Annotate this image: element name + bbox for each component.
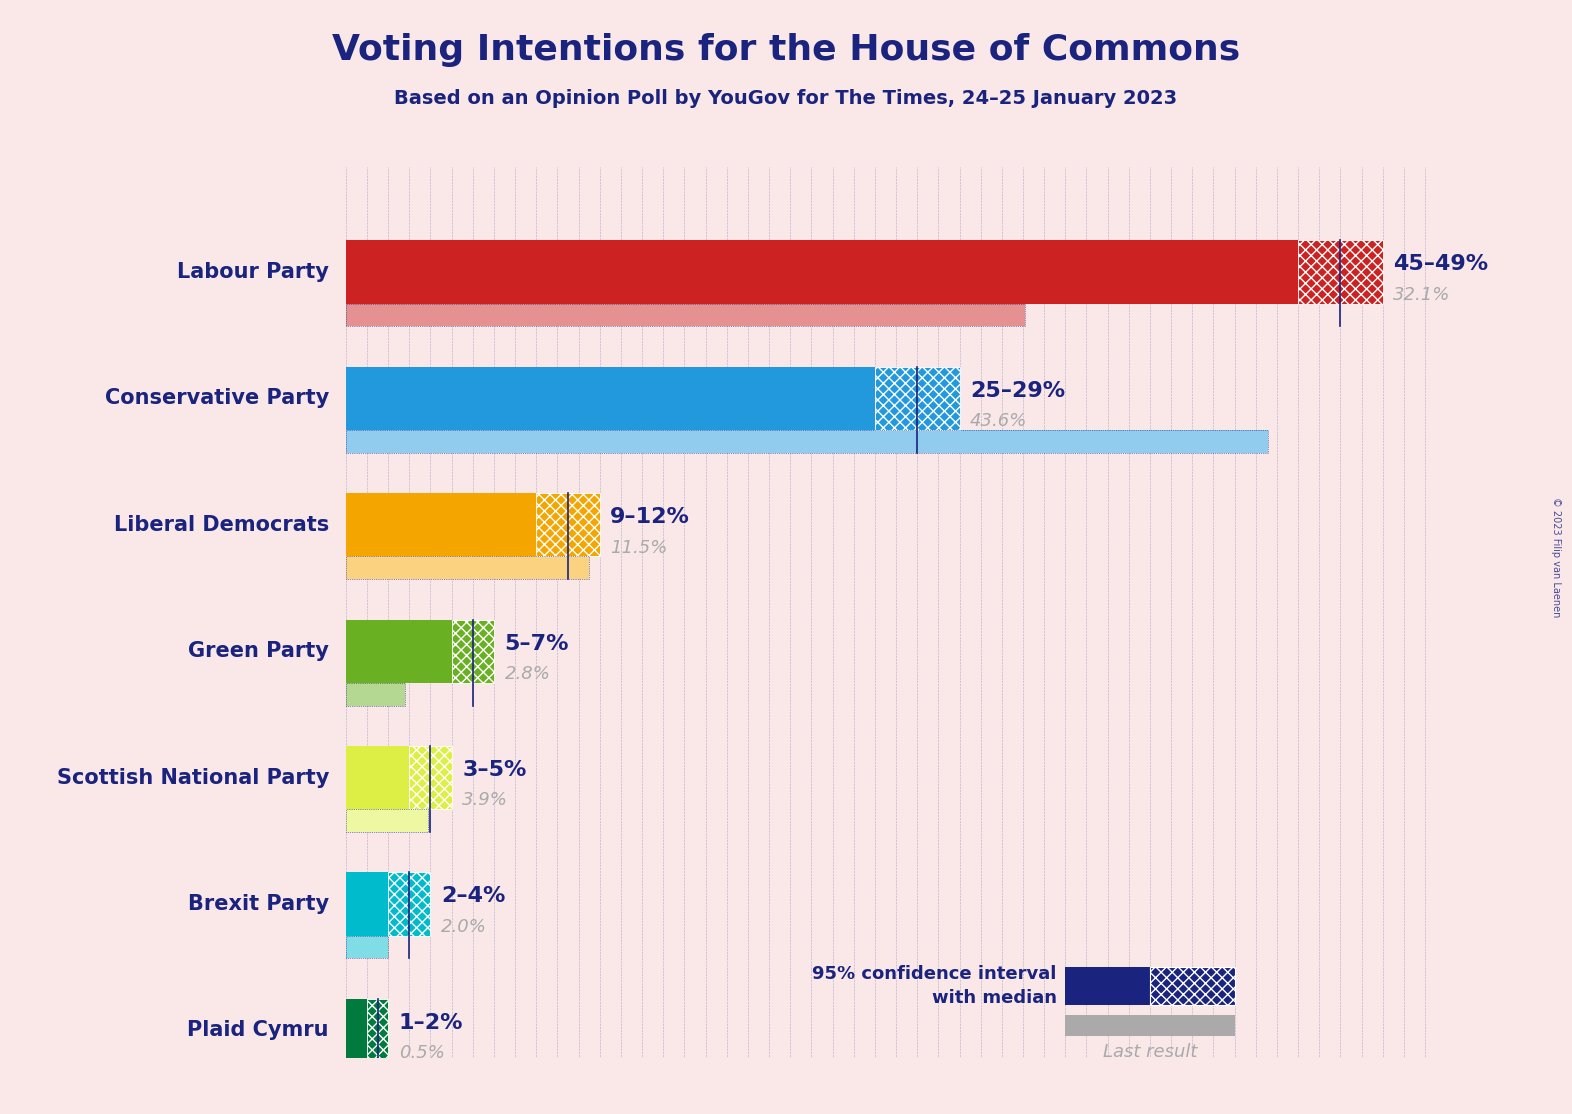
Text: 25–29%: 25–29%	[970, 381, 1066, 401]
Bar	[366, 999, 388, 1062]
Bar	[346, 1062, 357, 1085]
Bar	[388, 872, 431, 936]
Bar	[346, 746, 409, 809]
Bar	[346, 1062, 357, 1085]
Text: 45–49%: 45–49%	[1393, 254, 1489, 274]
Text: Conservative Party: Conservative Party	[105, 389, 329, 409]
Text: 3.9%: 3.9%	[462, 791, 508, 810]
Text: 95% confidence interval
with median: 95% confidence interval with median	[813, 966, 1056, 1007]
Text: 0.5%: 0.5%	[399, 1044, 445, 1063]
Bar	[346, 619, 451, 683]
Text: 3–5%: 3–5%	[462, 760, 527, 780]
Bar	[1298, 241, 1383, 304]
Bar	[346, 430, 1269, 452]
Text: 2.8%: 2.8%	[505, 665, 550, 683]
Text: Last result: Last result	[1104, 1043, 1198, 1062]
Bar	[346, 936, 388, 958]
Text: Based on an Opinion Poll by YouGov for The Times, 24–25 January 2023: Based on an Opinion Poll by YouGov for T…	[395, 89, 1177, 108]
Bar	[346, 809, 428, 832]
Text: Brexit Party: Brexit Party	[187, 895, 329, 915]
Text: Green Party: Green Party	[189, 642, 329, 662]
Text: 2–4%: 2–4%	[442, 887, 506, 907]
Bar	[346, 999, 366, 1062]
Text: 43.6%: 43.6%	[970, 412, 1028, 430]
Bar	[346, 936, 388, 958]
Bar	[346, 241, 1298, 304]
Bar	[346, 494, 536, 557]
Bar	[346, 304, 1025, 326]
Bar	[346, 557, 590, 579]
Text: 2.0%: 2.0%	[442, 918, 487, 936]
Bar	[1151, 967, 1234, 1005]
Text: 5–7%: 5–7%	[505, 634, 569, 654]
Bar	[451, 619, 494, 683]
Bar	[346, 872, 388, 936]
Text: © 2023 Filip van Laenen: © 2023 Filip van Laenen	[1552, 497, 1561, 617]
Bar	[409, 746, 451, 809]
Bar	[346, 683, 406, 705]
Bar	[536, 494, 601, 557]
Bar	[346, 683, 406, 705]
Bar	[1066, 1015, 1234, 1036]
Bar	[346, 809, 428, 832]
Text: 11.5%: 11.5%	[610, 538, 668, 557]
Text: 9–12%: 9–12%	[610, 507, 690, 527]
Text: 32.1%: 32.1%	[1393, 286, 1451, 304]
Bar	[346, 430, 1269, 452]
Text: Plaid Cymru: Plaid Cymru	[187, 1020, 329, 1040]
Text: Liberal Democrats: Liberal Democrats	[113, 515, 329, 535]
Text: Labour Party: Labour Party	[178, 262, 329, 282]
Bar	[346, 367, 876, 430]
Text: Voting Intentions for the House of Commons: Voting Intentions for the House of Commo…	[332, 33, 1240, 68]
Bar	[1066, 967, 1151, 1005]
Bar	[346, 304, 1025, 326]
Bar	[346, 557, 590, 579]
Text: Scottish National Party: Scottish National Party	[57, 768, 329, 788]
Text: 1–2%: 1–2%	[399, 1013, 464, 1033]
Bar	[876, 367, 959, 430]
